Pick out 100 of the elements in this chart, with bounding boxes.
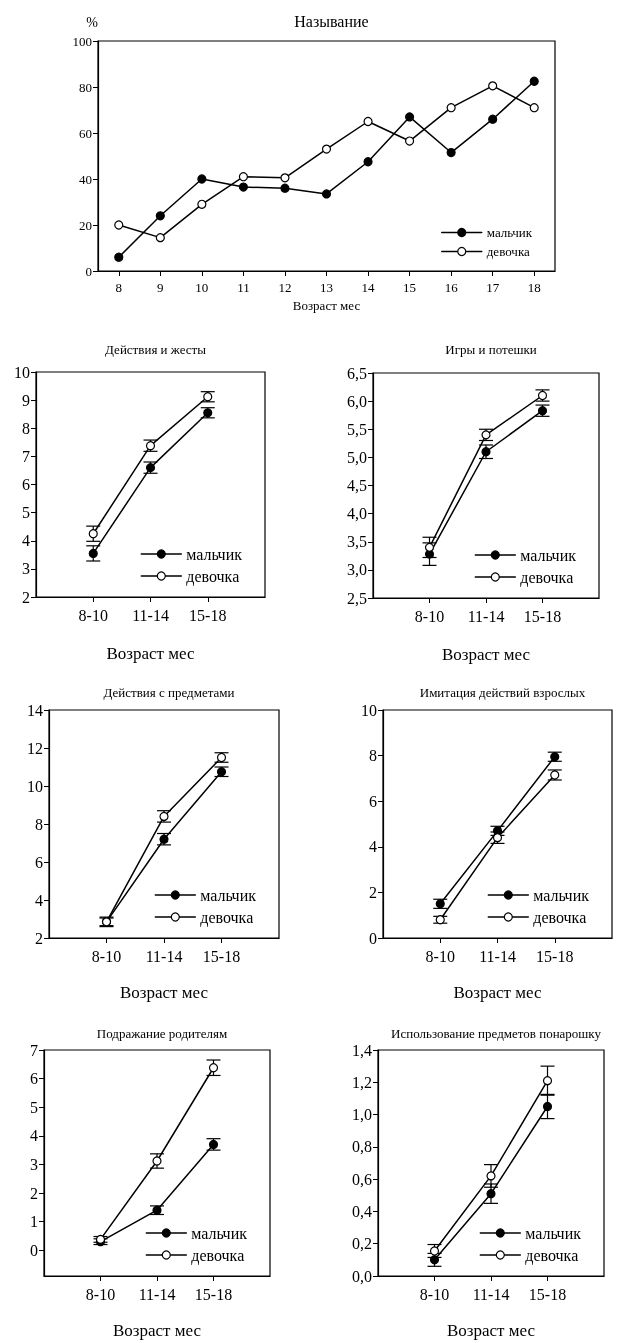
y-tick-label: 14 bbox=[27, 701, 43, 719]
x-tick-label: 11-14 bbox=[472, 1285, 510, 1303]
y-tick-label: 0 bbox=[369, 929, 377, 947]
y-tick-label: 6 bbox=[369, 792, 377, 810]
y-tick-label: 5 bbox=[30, 1098, 38, 1116]
y-tick-label: 3 bbox=[30, 1155, 38, 1173]
x-tick-label: 13 bbox=[320, 280, 333, 295]
legend-label: мальчик bbox=[520, 546, 577, 564]
y-tick-label: 100 bbox=[72, 33, 92, 49]
x-tick-label: 11-14 bbox=[479, 947, 516, 965]
y-tick-label: 8 bbox=[22, 419, 30, 437]
y-tick-label: 5 bbox=[22, 504, 30, 522]
legend-label: девочка bbox=[520, 568, 574, 587]
y-tick-label: 7 bbox=[22, 447, 30, 465]
x-axis-title: Возраст мес bbox=[119, 983, 209, 1002]
legend-label: девочка bbox=[533, 908, 587, 927]
x-tick-label: 8-10 bbox=[78, 606, 108, 624]
y-tick-label: 1,4 bbox=[352, 1041, 372, 1059]
chart-title: Подражание родителям bbox=[96, 1026, 228, 1041]
x-tick-label: 8-10 bbox=[419, 1285, 450, 1303]
y-tick-label: 20 bbox=[79, 217, 92, 233]
x-tick-label: 8 bbox=[115, 280, 123, 295]
legend-label: мальчик bbox=[200, 886, 257, 904]
chart-title: Называние bbox=[294, 12, 369, 30]
x-tick-label: 9 bbox=[157, 280, 164, 295]
y-tick-label: 0,6 bbox=[352, 1170, 372, 1188]
chart-title: Игры и потешки bbox=[445, 342, 537, 357]
y-tick-label: 4 bbox=[35, 891, 43, 909]
x-axis-title: Возраст мес bbox=[446, 1321, 536, 1340]
y-tick-label: 2 bbox=[30, 1184, 38, 1202]
x-tick-label: 18 bbox=[527, 280, 541, 295]
legend-label: мальчик bbox=[533, 886, 590, 904]
y-tick-label: 6,0 bbox=[347, 392, 367, 410]
y-tick-label: 60 bbox=[79, 125, 92, 141]
y-tick-label: 6 bbox=[22, 476, 30, 493]
x-axis-title: Возраст мес bbox=[292, 297, 361, 313]
y-tick-label: 10 bbox=[27, 777, 43, 795]
y-tick-label: 4 bbox=[22, 532, 30, 550]
x-tick-label: 17 bbox=[486, 280, 500, 295]
y-tick-label: 0 bbox=[85, 263, 92, 279]
y-tick-label: 1 bbox=[30, 1213, 38, 1231]
y-tick-label: 3 bbox=[22, 560, 30, 578]
y-tick-label: 2 bbox=[22, 588, 30, 606]
y-tick-label: 2 bbox=[369, 883, 377, 901]
x-tick-label: 15-18 bbox=[528, 1285, 567, 1303]
y-tick-label: 6,5 bbox=[347, 364, 367, 382]
y-tick-label: 4,0 bbox=[347, 505, 367, 523]
y-tick-label: 2 bbox=[35, 929, 43, 947]
y-tick-label: 80 bbox=[79, 79, 92, 95]
legend-label: мальчик bbox=[486, 225, 533, 240]
x-tick-label: 8-10 bbox=[85, 1285, 116, 1303]
legend-label: девочка bbox=[200, 908, 254, 927]
y-tick-label: 4 bbox=[30, 1127, 38, 1145]
y-tick-label: 3,5 bbox=[347, 533, 367, 551]
x-axis-title: Возраст мес bbox=[106, 644, 195, 663]
x-axis-title: Возраст мес bbox=[441, 645, 531, 664]
y-tick-label: 0,2 bbox=[352, 1235, 372, 1253]
x-tick-label: 15-18 bbox=[189, 606, 227, 624]
x-tick-label: 11-14 bbox=[138, 1285, 176, 1303]
y-tick-label: 8 bbox=[35, 815, 43, 833]
y-tick-label: 0,0 bbox=[352, 1267, 372, 1285]
y-tick-label: 10 bbox=[361, 701, 377, 719]
y-tick-label: 6 bbox=[35, 853, 43, 871]
y-tick-label: 0,8 bbox=[352, 1138, 372, 1156]
y-tick-label: 4 bbox=[369, 838, 377, 856]
y-tick-label: 7 bbox=[30, 1041, 38, 1059]
x-tick-label: 10 bbox=[195, 280, 209, 295]
x-tick-label: 15-18 bbox=[536, 947, 574, 965]
x-tick-label: 15-18 bbox=[523, 607, 562, 625]
y-tick-label: 5,0 bbox=[347, 448, 367, 466]
y-tick-label: 0,4 bbox=[352, 1202, 372, 1220]
y-tick-label: 6 bbox=[30, 1070, 38, 1088]
legend-label: девочка bbox=[186, 567, 240, 586]
legend-label: мальчик bbox=[525, 1224, 582, 1242]
x-tick-label: 8-10 bbox=[425, 947, 455, 965]
y-tick-label: 5,5 bbox=[347, 420, 367, 438]
y-tick-label: 3,0 bbox=[347, 561, 367, 579]
y-tick-label: 1,0 bbox=[352, 1106, 372, 1124]
x-tick-label: 15-18 bbox=[202, 947, 241, 965]
legend-label: девочка bbox=[525, 1246, 579, 1265]
y-tick-label: 4,5 bbox=[347, 477, 367, 494]
y-tick-label: 40 bbox=[79, 171, 92, 187]
x-tick-label: 15-18 bbox=[194, 1285, 233, 1303]
x-tick-label: 11 bbox=[237, 280, 250, 295]
chart-title: Использование предметов понарошку bbox=[391, 1026, 602, 1041]
y-tick-label: 1,2 bbox=[352, 1073, 372, 1091]
y-tick-label: 12 bbox=[27, 739, 43, 757]
x-axis-title: Возраст мес bbox=[453, 983, 542, 1002]
y-tick-label: 9 bbox=[22, 391, 30, 409]
legend-label: девочка bbox=[191, 1246, 245, 1265]
x-tick-label: 16 bbox=[444, 280, 459, 295]
x-tick-label: 11-14 bbox=[467, 607, 505, 625]
y-tick-label: 2,5 bbox=[347, 589, 367, 607]
x-tick-label: 11-14 bbox=[145, 947, 183, 965]
x-tick-label: 15 bbox=[403, 280, 417, 295]
y-tick-label: 10 bbox=[14, 363, 30, 381]
legend-label: мальчик bbox=[186, 545, 243, 563]
legend-label: девочка bbox=[486, 244, 530, 259]
chart-title: Имитация действий взрослых bbox=[419, 685, 586, 700]
y-tick-label: 0 bbox=[30, 1241, 38, 1259]
